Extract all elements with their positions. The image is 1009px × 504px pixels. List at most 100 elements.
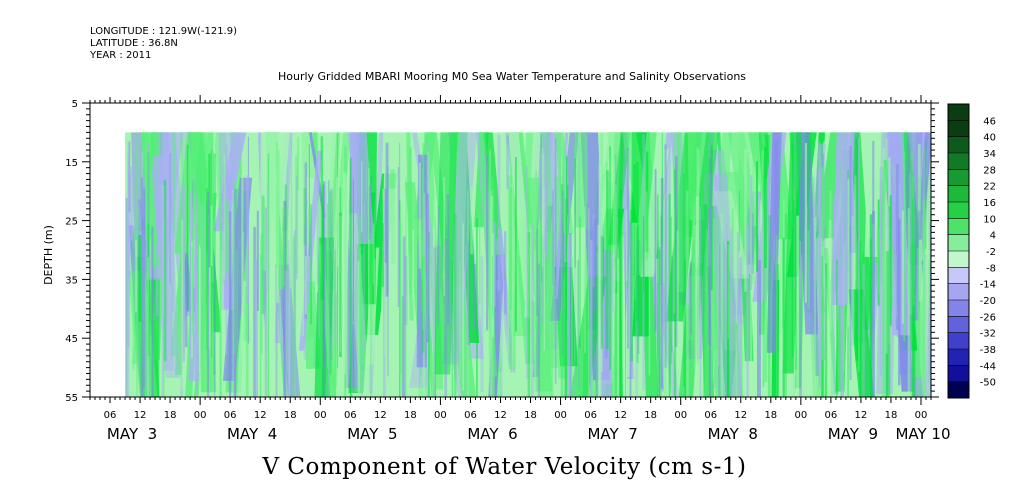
heatmap-fine-streak — [128, 141, 131, 213]
heatmap-fine-streak — [574, 165, 576, 397]
heatmap-fine-streak — [130, 166, 133, 241]
heatmap-fine-streak — [657, 194, 659, 397]
heatmap-fine-streak — [202, 202, 204, 394]
x-hour-tick-label: 06 — [584, 410, 597, 421]
heatmap-fine-streak — [916, 247, 920, 360]
heatmap-fine-streak — [859, 241, 861, 397]
heatmap-fine-streak — [654, 169, 657, 332]
heatmap-fine-streak — [161, 185, 165, 318]
heatmap-fine-streak — [324, 180, 327, 236]
heatmap-streak — [796, 132, 819, 335]
x-hour-tick-label: 18 — [284, 410, 297, 421]
heatmap-fine-streak — [561, 190, 564, 356]
heatmap-fine-streak — [328, 180, 330, 282]
heatmap-fine-streak — [757, 234, 759, 397]
heatmap-fine-streak — [675, 156, 678, 347]
heatmap-fine-streak — [195, 194, 198, 397]
x-hour-tick-label: 12 — [614, 410, 627, 421]
heatmap-fine-streak — [147, 142, 150, 224]
heatmap-fine-streak — [560, 184, 564, 397]
heatmap-fine-streak — [385, 142, 389, 297]
heatmap-fine-streak — [578, 142, 580, 221]
heatmap-fine-streak — [832, 198, 835, 395]
colorbar-band — [948, 104, 969, 121]
heatmap-fine-streak — [156, 243, 159, 316]
heatmap-fine-streak — [892, 246, 894, 308]
heatmap-fine-streak — [761, 150, 764, 379]
heatmap-fine-streak — [241, 173, 244, 356]
x-hour-tick-label: 00 — [554, 410, 567, 421]
heatmap-fine-streak — [412, 229, 415, 301]
x-hour-tick-label: 18 — [885, 410, 898, 421]
heatmap-fine-streak — [658, 211, 662, 397]
heatmap-fine-streak — [357, 260, 361, 397]
x-hour-tick-label: 12 — [374, 410, 387, 421]
heatmap-fine-streak — [703, 241, 705, 397]
colorbar-label: 16 — [983, 198, 996, 209]
heatmap-fine-streak — [758, 260, 761, 397]
heatmap-fine-streak — [813, 217, 816, 397]
heatmap-fine-streak — [509, 187, 513, 310]
heatmap-fine-streak — [363, 204, 366, 350]
heatmap-fine-streak — [613, 162, 615, 357]
heatmap-fine-streak — [564, 262, 568, 397]
heatmap-fine-streak — [818, 169, 822, 370]
heatmap-fine-streak — [612, 257, 614, 312]
heatmap-fine-streak — [885, 132, 887, 326]
heatmap-fine-streak — [793, 222, 795, 397]
colorbar-label: 34 — [983, 149, 996, 160]
y-axis-label: DEPTH (m) — [42, 225, 55, 285]
heatmap-fine-streak — [297, 136, 299, 191]
colorbar-band — [948, 316, 969, 334]
heatmap-fine-streak — [500, 258, 503, 397]
heatmap-fine-streak — [359, 245, 361, 337]
heatmap-fine-streak — [205, 200, 208, 350]
heatmap-fine-streak — [855, 137, 859, 362]
heatmap-fine-streak — [831, 256, 833, 397]
heatmap-fine-streak — [578, 216, 581, 348]
x-hour-tick-label: 00 — [314, 410, 327, 421]
heatmap-fine-streak — [507, 144, 510, 356]
x-hour-tick-label: 18 — [644, 410, 657, 421]
heatmap-fine-streak — [465, 245, 467, 397]
heatmap-fine-streak — [451, 261, 453, 397]
heatmap-fine-streak — [824, 228, 826, 361]
heatmap-fine-streak — [397, 167, 400, 307]
heatmap-fine-streak — [182, 184, 185, 362]
heatmap-fine-streak — [686, 190, 689, 397]
heatmap-fine-streak — [544, 136, 546, 251]
heatmap-fine-streak — [666, 251, 668, 327]
heatmap-fine-streak — [147, 257, 149, 397]
heatmap-fine-streak — [888, 206, 891, 397]
heatmap-fine-streak — [541, 154, 544, 324]
x-hour-tick-label: 00 — [915, 410, 928, 421]
heatmap-fine-streak — [383, 199, 386, 397]
x-hour-tick-label: 18 — [524, 410, 537, 421]
heatmap-fine-streak — [186, 144, 189, 309]
heatmap-fine-streak — [879, 167, 882, 377]
colorbar-band — [948, 202, 969, 219]
heatmap-fine-streak — [534, 250, 536, 397]
x-hour-tick-label: 06 — [344, 410, 357, 421]
heatmap-fine-streak — [696, 147, 699, 267]
latitude-label: LATITUDE : 36.8N — [90, 38, 178, 49]
heatmap-fine-streak — [848, 225, 852, 305]
heatmap-fine-streak — [606, 170, 609, 349]
heatmap-streak — [911, 132, 931, 321]
colorbar-label: 22 — [983, 182, 996, 193]
colorbar-band — [948, 283, 969, 301]
heatmap-fine-streak — [368, 162, 370, 261]
y-tick-label: 35 — [65, 275, 78, 286]
colorbar-band — [948, 381, 969, 399]
heatmap-fine-streak — [851, 210, 854, 346]
heatmap-fine-streak — [233, 189, 237, 397]
heatmap-fine-streak — [833, 212, 836, 271]
heatmap-fine-streak — [283, 201, 287, 397]
colorbar-band — [948, 218, 969, 236]
heatmap-fine-streak — [276, 194, 280, 303]
heatmap-fine-streak — [609, 146, 612, 370]
heatmap-fine-streak — [718, 243, 721, 397]
colorbar-label: -50 — [980, 378, 996, 389]
heatmap-fine-streak — [746, 225, 749, 397]
heatmap-fine-streak — [791, 143, 794, 358]
